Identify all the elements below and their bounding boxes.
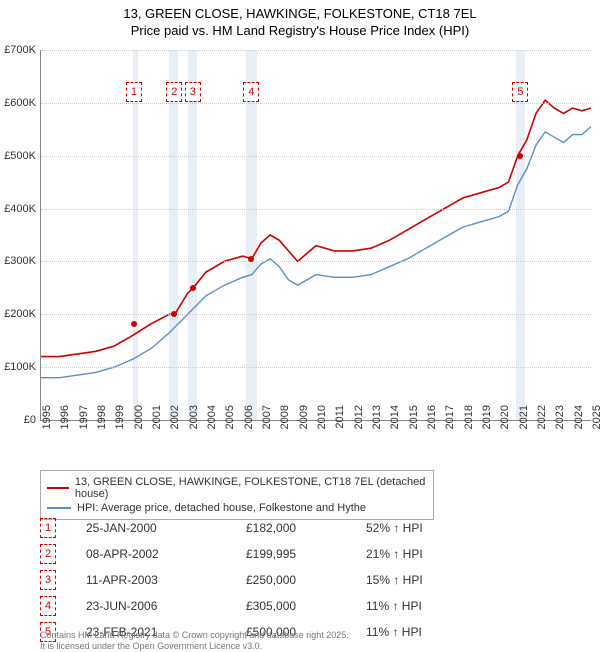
table-row-index: 3 xyxy=(40,570,56,590)
table-row-date: 25-JAN-2000 xyxy=(86,521,246,535)
x-axis-tick-label: 1999 xyxy=(114,405,126,445)
table-row-index: 4 xyxy=(40,596,56,616)
y-axis-tick-label: £0 xyxy=(0,414,36,426)
sale-marker-dot xyxy=(517,153,523,159)
chart-gridline xyxy=(41,209,591,210)
x-axis-tick-label: 2011 xyxy=(334,405,346,445)
y-axis-tick-label: £100K xyxy=(0,361,36,373)
x-axis-tick-label: 1996 xyxy=(59,405,71,445)
legend-swatch xyxy=(47,487,69,489)
sale-marker-dot xyxy=(171,311,177,317)
table-row: 4 23-JUN-2006£305,00011% ↑ HPI xyxy=(40,593,570,619)
x-axis-tick-label: 2007 xyxy=(261,405,273,445)
table-row-date: 11-APR-2003 xyxy=(86,573,246,587)
table-row-price: £199,995 xyxy=(246,547,366,561)
x-axis-tick-label: 2009 xyxy=(298,405,310,445)
table-row-date: 23-JUN-2006 xyxy=(86,599,246,613)
chart-plot-area: £0£100K£200K£300K£400K£500K£600K£700K199… xyxy=(40,50,591,421)
sale-marker-box: 1 xyxy=(126,82,142,102)
x-axis-tick-label: 2023 xyxy=(554,405,566,445)
sale-marker-dot xyxy=(190,285,196,291)
table-row-pct: 11% ↑ HPI xyxy=(366,599,486,613)
y-axis-tick-label: £700K xyxy=(0,44,36,56)
x-axis-tick-label: 2019 xyxy=(481,405,493,445)
sale-marker-dot xyxy=(248,256,254,262)
legend-label: HPI: Average price, detached house, Folk… xyxy=(77,502,366,514)
table-row-pct: 11% ↑ HPI xyxy=(366,625,486,639)
title-line2: Price paid vs. HM Land Registry's House … xyxy=(131,23,469,38)
x-axis-tick-label: 2024 xyxy=(573,405,585,445)
y-axis-tick-label: £500K xyxy=(0,150,36,162)
legend-row: 13, GREEN CLOSE, HAWKINGE, FOLKESTONE, C… xyxy=(47,475,427,501)
y-axis-tick-label: £400K xyxy=(0,203,36,215)
chart-title: 13, GREEN CLOSE, HAWKINGE, FOLKESTONE, C… xyxy=(0,0,600,40)
x-axis-tick-label: 2025 xyxy=(591,405,600,445)
x-axis-tick-label: 2001 xyxy=(151,405,163,445)
chart-gridline xyxy=(41,261,591,262)
x-axis-tick-label: 2002 xyxy=(169,405,181,445)
table-row-pct: 52% ↑ HPI xyxy=(366,521,486,535)
footer-line1: Contains HM Land Registry data © Crown c… xyxy=(40,630,349,640)
table-row: 1 25-JAN-2000£182,00052% ↑ HPI xyxy=(40,515,570,541)
y-axis-tick-label: £600K xyxy=(0,97,36,109)
x-axis-tick-label: 2022 xyxy=(536,405,548,445)
x-axis-tick-label: 2008 xyxy=(279,405,291,445)
chart-gridline xyxy=(41,156,591,157)
table-row-price: £182,000 xyxy=(246,521,366,535)
sale-marker-box: 3 xyxy=(185,82,201,102)
chart-series-line xyxy=(41,100,591,356)
x-axis-tick-label: 1998 xyxy=(96,405,108,445)
sale-marker-dot xyxy=(131,321,137,327)
sale-marker-box: 2 xyxy=(166,82,182,102)
x-axis-tick-label: 2018 xyxy=(463,405,475,445)
x-axis-tick-label: 2014 xyxy=(389,405,401,445)
sale-marker-box: 5 xyxy=(512,82,528,102)
footer-line2: It is licensed under the Open Government… xyxy=(40,641,262,651)
table-row: 2 08-APR-2002£199,99521% ↑ HPI xyxy=(40,541,570,567)
table-row-pct: 21% ↑ HPI xyxy=(366,547,486,561)
chart-gridline xyxy=(41,367,591,368)
x-axis-tick-label: 2015 xyxy=(408,405,420,445)
table-row-price: £250,000 xyxy=(246,573,366,587)
table-row-index: 2 xyxy=(40,544,56,564)
legend-swatch xyxy=(47,507,71,509)
x-axis-tick-label: 2016 xyxy=(426,405,438,445)
x-axis-tick-label: 2010 xyxy=(316,405,328,445)
table-row-pct: 15% ↑ HPI xyxy=(366,573,486,587)
legend-row: HPI: Average price, detached house, Folk… xyxy=(47,501,427,515)
legend-label: 13, GREEN CLOSE, HAWKINGE, FOLKESTONE, C… xyxy=(75,476,427,500)
y-axis-tick-label: £200K xyxy=(0,308,36,320)
x-axis-tick-label: 2005 xyxy=(224,405,236,445)
table-row-price: £305,000 xyxy=(246,599,366,613)
x-axis-tick-label: 2021 xyxy=(518,405,530,445)
table-row-date: 08-APR-2002 xyxy=(86,547,246,561)
chart-gridline xyxy=(41,103,591,104)
x-axis-tick-label: 2012 xyxy=(353,405,365,445)
x-axis-tick-label: 2004 xyxy=(206,405,218,445)
footer-attribution: Contains HM Land Registry data © Crown c… xyxy=(40,630,349,652)
sale-marker-box: 4 xyxy=(243,82,259,102)
y-axis-tick-label: £300K xyxy=(0,255,36,267)
chart-legend: 13, GREEN CLOSE, HAWKINGE, FOLKESTONE, C… xyxy=(40,470,434,520)
x-axis-tick-label: 2003 xyxy=(188,405,200,445)
x-axis-tick-label: 2020 xyxy=(499,405,511,445)
chart-lines-svg xyxy=(41,50,591,420)
chart-gridline xyxy=(41,314,591,315)
x-axis-tick-label: 2013 xyxy=(371,405,383,445)
x-axis-tick-label: 2006 xyxy=(243,405,255,445)
table-row: 3 11-APR-2003£250,00015% ↑ HPI xyxy=(40,567,570,593)
x-axis-tick-label: 1995 xyxy=(41,405,53,445)
x-axis-tick-label: 2017 xyxy=(444,405,456,445)
x-axis-tick-label: 1997 xyxy=(78,405,90,445)
x-axis-tick-label: 2000 xyxy=(133,405,145,445)
chart-gridline xyxy=(41,50,591,51)
table-row-index: 1 xyxy=(40,518,56,538)
title-line1: 13, GREEN CLOSE, HAWKINGE, FOLKESTONE, C… xyxy=(123,6,476,21)
sales-table: 1 25-JAN-2000£182,00052% ↑ HPI 2 08-APR-200… xyxy=(40,515,570,645)
